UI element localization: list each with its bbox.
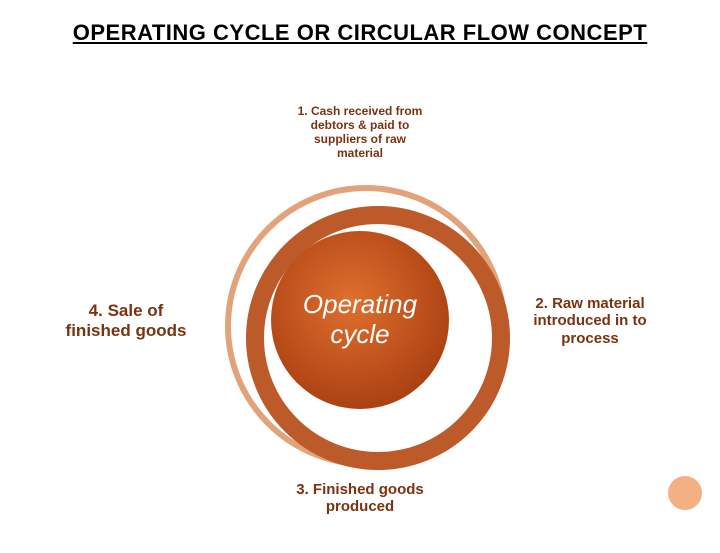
center-label: Operating cycle	[271, 290, 449, 350]
cycle-diagram: Operating cycle 1. Cash received from de…	[0, 55, 720, 540]
node-step-3-label: 3. Finished goods produced	[296, 481, 424, 516]
node-step-4-label: 4. Sale of finished goods	[62, 301, 190, 340]
node-step-3: 3. Finished goods produced	[296, 443, 424, 553]
node-step-2: 2. Raw material introduced in to process	[526, 261, 654, 381]
node-step-1: 1. Cash received from debtors & paid to …	[296, 73, 424, 193]
node-step-4: 4. Sale of finished goods	[62, 261, 190, 381]
corner-accent-icon	[668, 476, 702, 510]
node-step-2-label: 2. Raw material introduced in to process	[526, 295, 654, 347]
node-step-1-label: 1. Cash received from debtors & paid to …	[296, 105, 424, 160]
page-title: OPERATING CYCLE OR CIRCULAR FLOW CONCEPT	[60, 20, 660, 46]
center-hub: Operating cycle	[271, 231, 449, 409]
